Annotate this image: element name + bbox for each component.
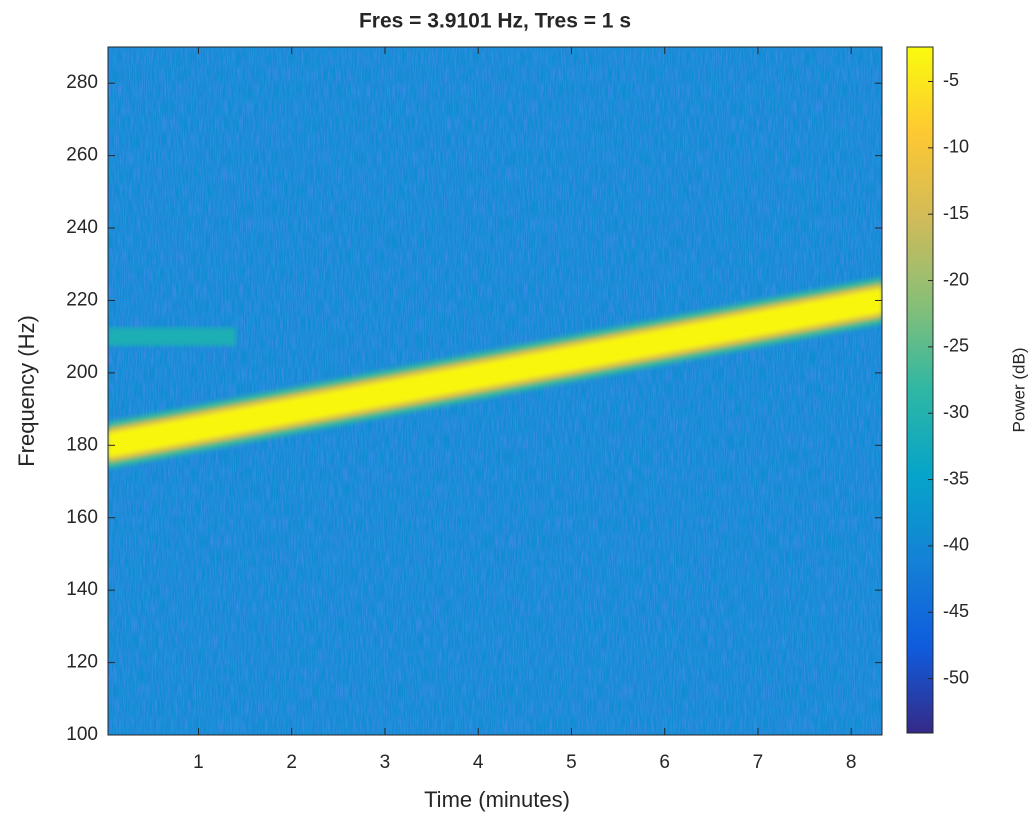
x-tick-label: 5	[566, 752, 577, 773]
colorbar	[906, 46, 934, 734]
y-tick-label: 160	[66, 507, 98, 528]
y-tick-label: 220	[66, 289, 98, 310]
colorbar-tick-label: -35	[943, 468, 969, 488]
x-tick-label: 3	[380, 752, 391, 773]
y-tick-label: 120	[66, 652, 98, 673]
colorbar-tick-label: -40	[943, 535, 969, 555]
y-tick-label: 260	[66, 145, 98, 166]
colorbar-tick-label: -50	[943, 667, 969, 687]
x-tick-label: 7	[753, 752, 764, 773]
y-axis-label: Frequency (Hz)	[14, 315, 39, 467]
x-tick-label: 1	[193, 752, 204, 773]
x-tick-label: 4	[473, 752, 484, 773]
y-tick-label: 240	[66, 217, 98, 238]
y-tick-label: 200	[66, 362, 98, 383]
colorbar-label: Power (dB)	[1009, 347, 1028, 432]
y-tick-label: 140	[66, 579, 98, 600]
x-tick-label: 8	[846, 752, 857, 773]
x-tick-label: 6	[659, 752, 670, 773]
x-axis-label: Time (minutes)	[424, 787, 570, 812]
signal-component	[108, 287, 882, 458]
signal-component	[108, 327, 236, 346]
colorbar-tick-label: -15	[943, 203, 969, 223]
colorbar-tick-label: -5	[943, 70, 959, 90]
colorbar-tick-label: -25	[943, 336, 969, 356]
colorbar-tick-label: -45	[943, 601, 969, 621]
colorbar-tick-label: -20	[943, 269, 969, 289]
chart-title: Fres = 3.9101 Hz, Tres = 1 s	[359, 10, 631, 33]
colorbar-tick-label: -10	[943, 137, 969, 157]
x-tick-label: 2	[286, 752, 297, 773]
y-tick-label: 180	[66, 434, 98, 455]
y-tick-label: 280	[66, 72, 98, 93]
colorbar-tick-label: -30	[943, 402, 969, 422]
plot-frame	[107, 46, 883, 736]
plot-area	[108, 47, 882, 735]
y-tick-label: 100	[66, 724, 98, 745]
